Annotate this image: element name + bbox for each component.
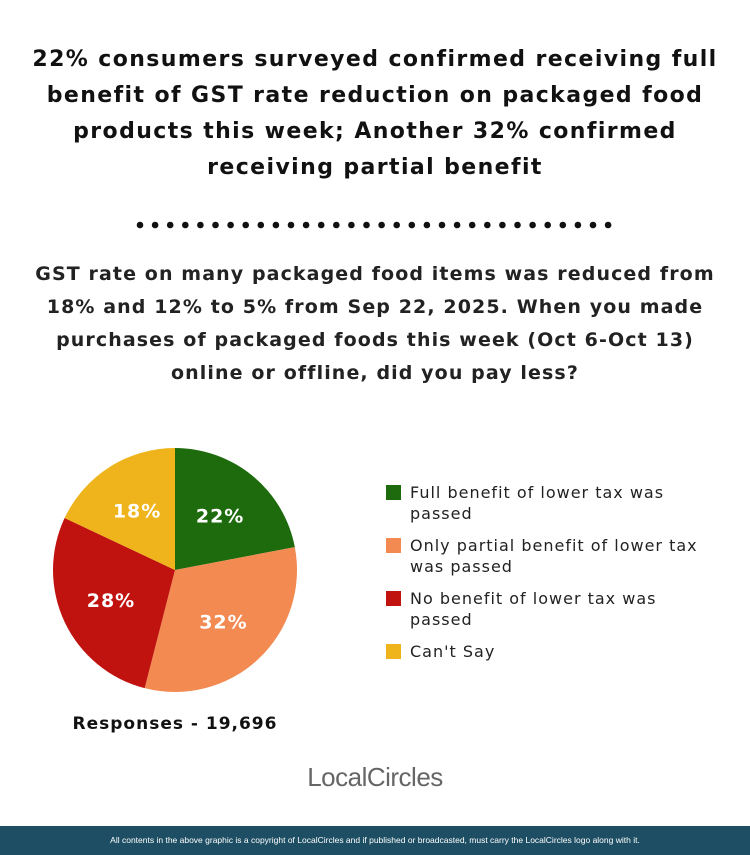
footer: All contents in the above graphic is a c… bbox=[0, 826, 750, 855]
divider-dot bbox=[182, 221, 189, 229]
divider-dot bbox=[333, 221, 340, 229]
divider-dot bbox=[514, 221, 521, 229]
legend-label: Only partial benefit of lower tax was pa… bbox=[410, 536, 698, 576]
legend-item: Only partial benefit of lower tax was pa… bbox=[386, 535, 706, 577]
divider-dot bbox=[453, 221, 461, 229]
subtitle: GST rate on many packaged food items was… bbox=[35, 263, 715, 384]
divider-dot bbox=[151, 221, 159, 229]
divider-dot bbox=[438, 221, 446, 229]
divider-dot bbox=[136, 221, 144, 229]
divider-dot bbox=[423, 221, 431, 229]
annotation: Responses - 19,696 bbox=[72, 714, 278, 734]
divider-dot bbox=[378, 221, 385, 229]
legend-swatch bbox=[386, 644, 401, 659]
data-label: 28% bbox=[87, 590, 135, 612]
divider-dot bbox=[574, 221, 582, 229]
divider-dot bbox=[484, 221, 491, 229]
divider-dot bbox=[197, 221, 204, 229]
legend-label: Can't Say bbox=[410, 642, 496, 661]
divider-dot bbox=[529, 221, 536, 229]
legend: Full benefit of lower tax was passed Only… bbox=[386, 482, 706, 673]
divider-dot bbox=[499, 221, 506, 229]
divider-dot bbox=[408, 221, 416, 229]
divider-dot bbox=[544, 221, 551, 229]
divider-dot bbox=[166, 221, 174, 229]
data-label: 22% bbox=[196, 505, 244, 527]
divider-dot bbox=[393, 221, 401, 229]
divider-dot bbox=[363, 221, 370, 229]
divider-dot bbox=[468, 221, 476, 229]
divider-dot bbox=[589, 221, 597, 229]
legend-item: No benefit of lower tax was passed bbox=[386, 588, 706, 630]
divider-dot bbox=[242, 221, 249, 229]
legend-swatch bbox=[386, 538, 401, 553]
pie-chart: 22% 32% 28% 18% bbox=[53, 448, 297, 692]
divider bbox=[136, 221, 612, 229]
divider-dot bbox=[604, 221, 612, 229]
pie-slice bbox=[144, 547, 297, 692]
legend-swatch bbox=[386, 485, 401, 500]
legend-item: Can't Say bbox=[386, 641, 706, 662]
pie-slice bbox=[64, 448, 175, 570]
logo: LocalCircles bbox=[307, 762, 443, 792]
legend-label: Full benefit of lower tax was passed bbox=[410, 483, 665, 523]
divider-dot bbox=[272, 221, 280, 229]
divider-dot bbox=[559, 221, 567, 229]
legend-label: No benefit of lower tax was passed bbox=[410, 589, 657, 629]
divider-dot bbox=[348, 221, 355, 229]
data-label: 18% bbox=[113, 500, 161, 522]
legend-swatch bbox=[386, 591, 401, 606]
divider-dot bbox=[257, 221, 265, 229]
data-label: 32% bbox=[199, 612, 247, 634]
divider-dot bbox=[287, 221, 295, 229]
title: 22% consumers surveyed confirmed receivi… bbox=[32, 47, 718, 180]
pie-slice bbox=[175, 448, 295, 570]
divider-dot bbox=[227, 221, 234, 229]
legend-item: Full benefit of lower tax was passed bbox=[386, 482, 706, 524]
divider-dot bbox=[212, 221, 219, 229]
pie-slice bbox=[53, 518, 175, 689]
divider-dot bbox=[317, 221, 325, 229]
divider-dot bbox=[302, 221, 310, 229]
